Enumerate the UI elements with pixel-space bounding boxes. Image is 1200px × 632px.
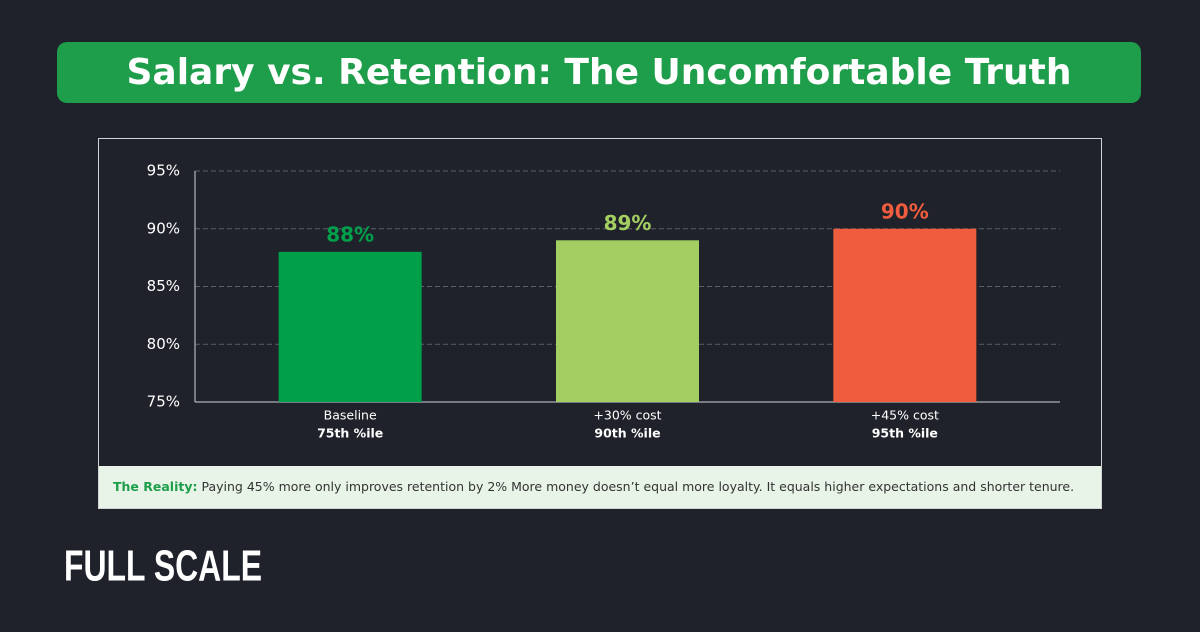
value-label: 90% <box>881 199 929 223</box>
y-tick-label: 85% <box>147 277 180 295</box>
x-tick-label: Baseline <box>324 408 377 423</box>
x-tick-sublabel: 75th %ile <box>317 426 383 441</box>
y-tick-label: 95% <box>147 162 180 180</box>
bar <box>278 251 422 402</box>
y-tick-label: 90% <box>147 219 180 237</box>
title-box <box>57 42 1141 103</box>
bar <box>833 228 977 402</box>
value-label: 88% <box>326 222 374 246</box>
y-tick-label: 75% <box>147 393 180 411</box>
note-text: Paying 45% more only improves retention … <box>202 479 1075 494</box>
x-tick-sublabel: 90th %ile <box>594 426 660 441</box>
logo: FULL SCALE <box>64 542 262 591</box>
value-label: 89% <box>604 211 652 235</box>
note: The Reality: Paying 45% more only improve… <box>113 479 1074 494</box>
note-box <box>99 466 1101 508</box>
bar <box>556 240 699 402</box>
chart-title: Salary vs. Retention: The Uncomfortable … <box>126 52 1071 93</box>
x-tick-sublabel: 95th %ile <box>872 426 938 441</box>
note-label: The Reality: <box>113 479 198 494</box>
x-tick-label: +45% cost <box>871 408 939 423</box>
y-tick-label: 80% <box>147 335 180 353</box>
x-tick-label: +30% cost <box>593 408 661 423</box>
